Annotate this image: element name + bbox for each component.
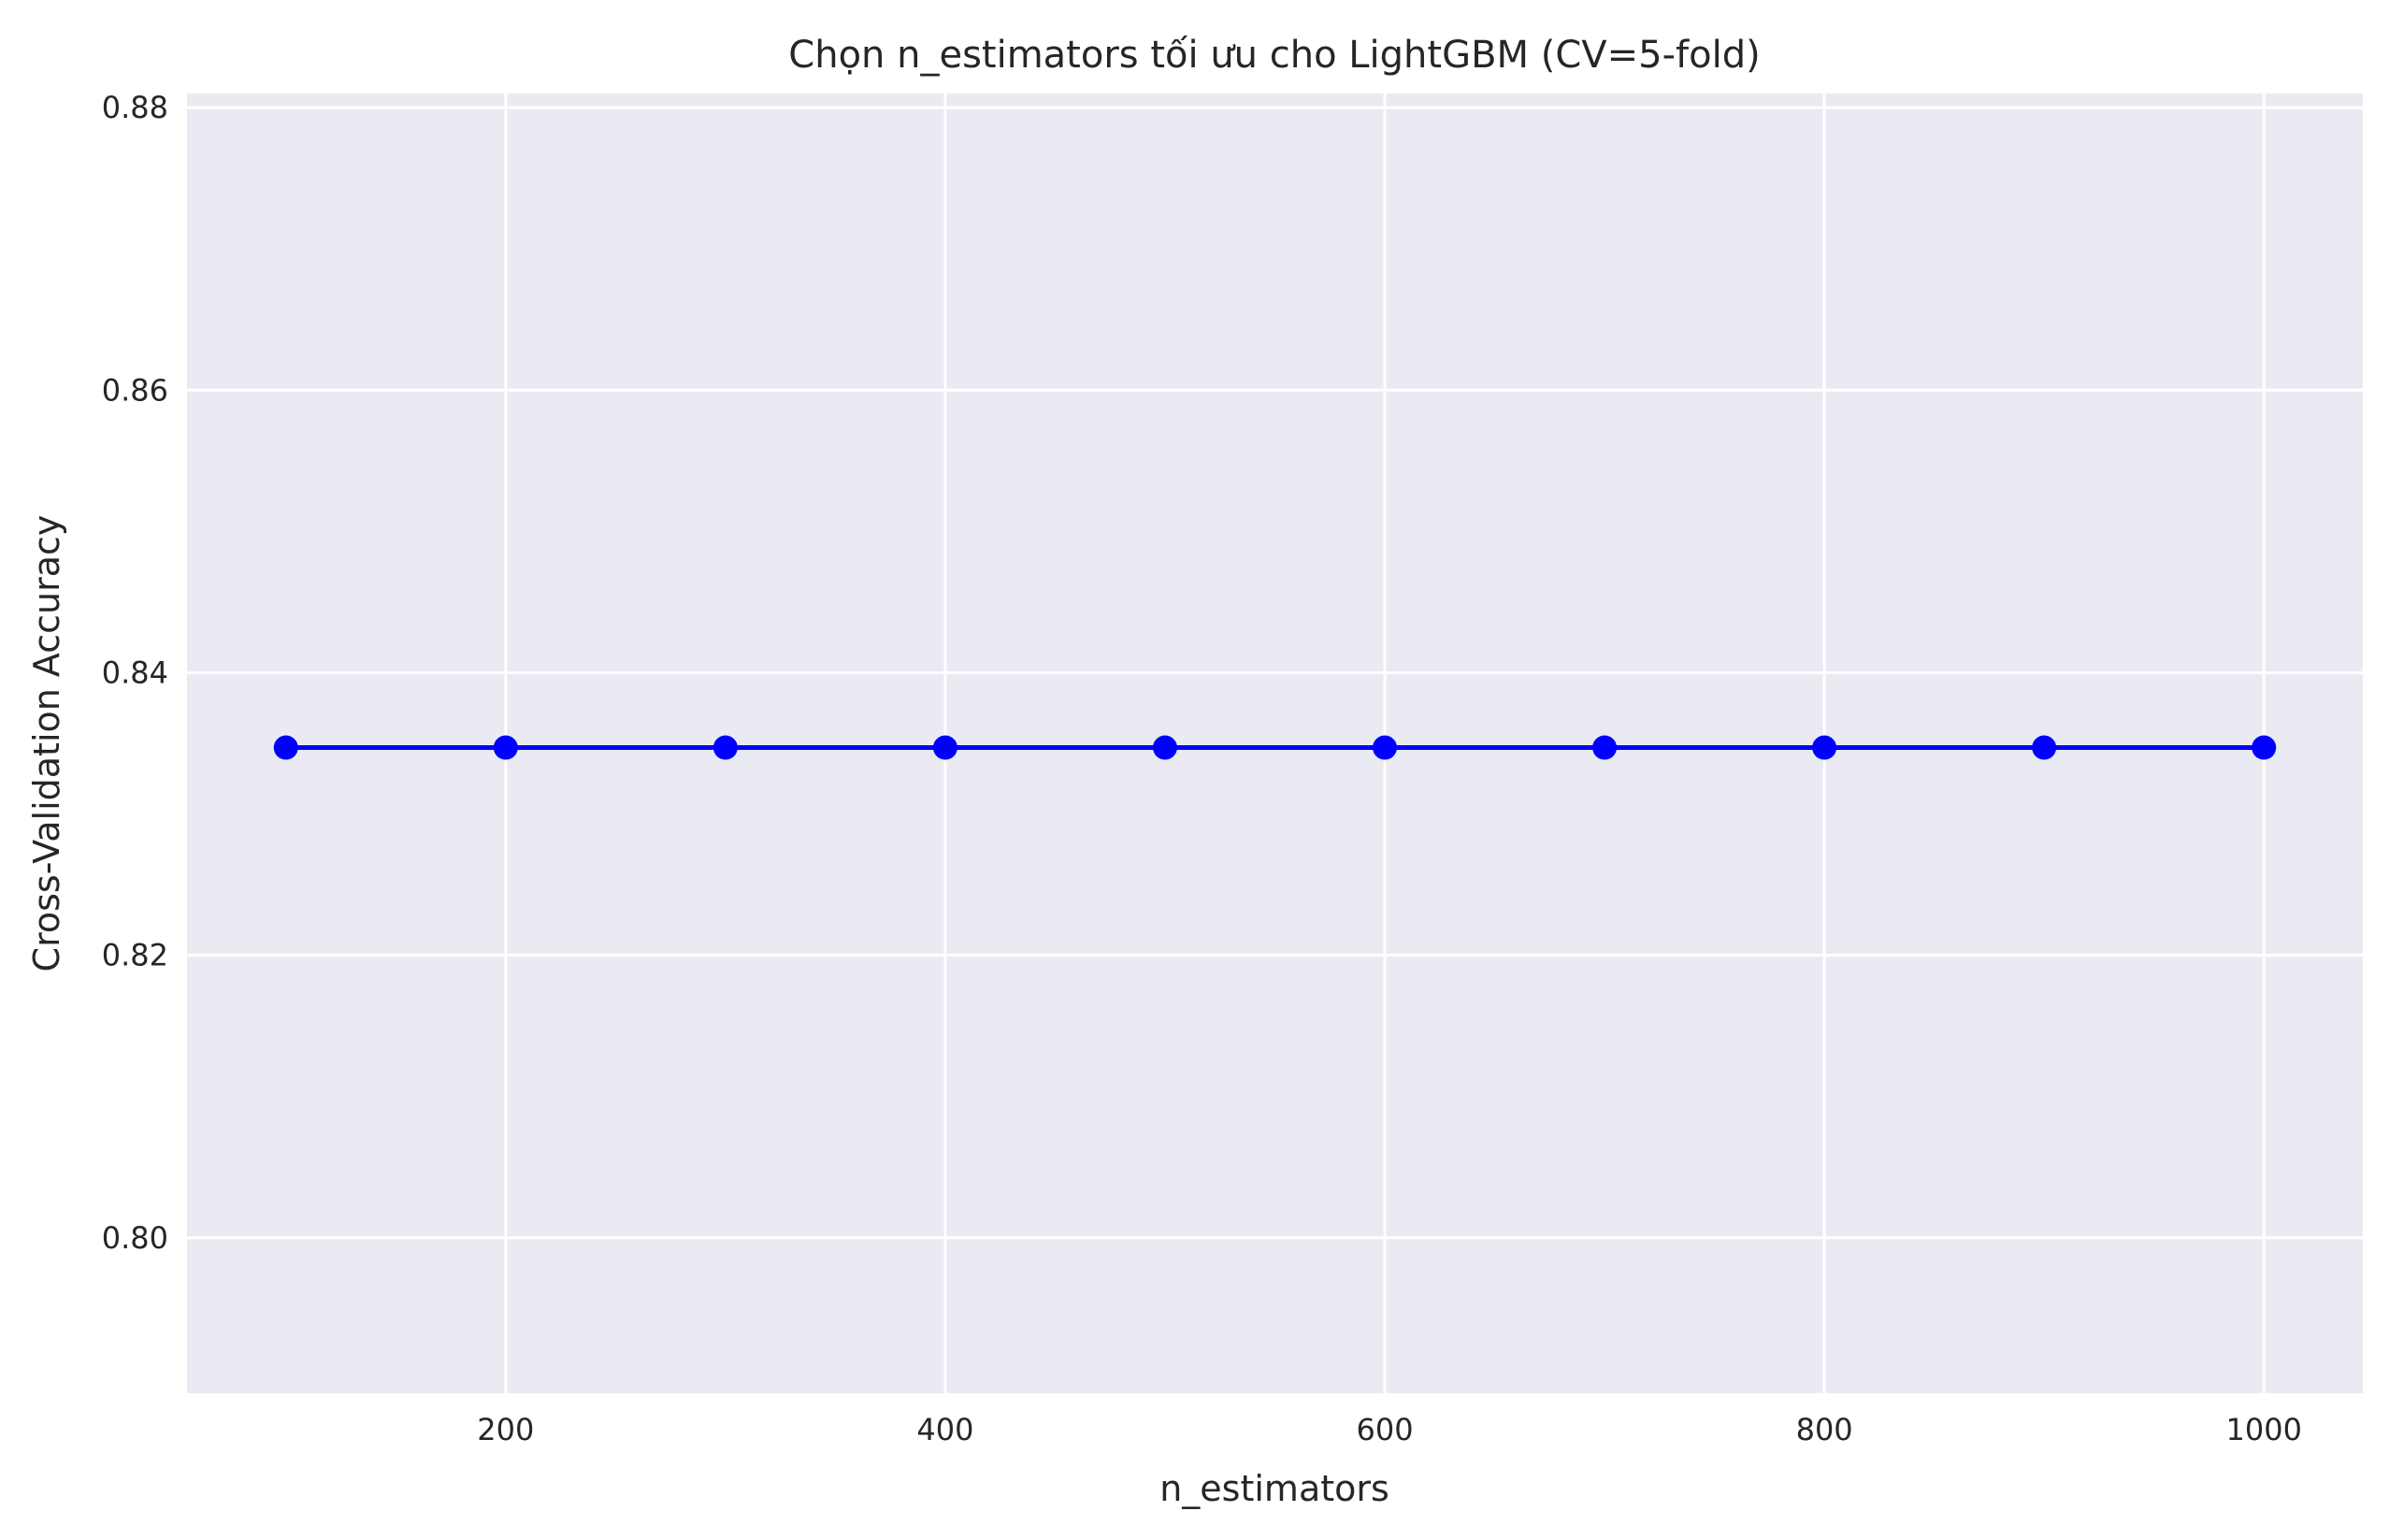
y-axis-label: Cross-Validation Accuracy: [26, 515, 67, 972]
x-tick-label: 600: [1356, 1412, 1413, 1447]
y-tick-label: 0.88: [102, 90, 168, 125]
y-tick-label: 0.82: [102, 938, 168, 973]
data-point-marker: [1152, 735, 1177, 760]
series-layer: [273, 735, 2277, 760]
data-point-marker: [1373, 735, 1398, 760]
chart-title: Chọn n_estimators tối ưu cho LightGBM (C…: [788, 34, 1760, 77]
data-point-marker: [932, 735, 957, 760]
x-axis-label: n_estimators: [1159, 1468, 1389, 1509]
data-point-marker: [1812, 735, 1837, 760]
data-point-marker: [712, 735, 738, 760]
tick-labels: 200 400 600 800 1000 0.80 0.82 0.84 0.86 0.88: [102, 90, 2302, 1447]
x-tick-label: 1000: [2226, 1412, 2302, 1447]
x-tick-label: 800: [1796, 1412, 1853, 1447]
plot-area-background: [187, 94, 2363, 1393]
data-point-marker: [273, 735, 298, 760]
data-point-marker: [1592, 735, 1618, 760]
y-tick-label: 0.80: [102, 1220, 168, 1256]
data-point-marker: [2032, 735, 2057, 760]
y-tick-label: 0.84: [102, 655, 168, 690]
x-tick-label: 200: [477, 1412, 534, 1447]
y-tick-label: 0.86: [102, 372, 168, 408]
x-tick-label: 400: [916, 1412, 973, 1447]
data-point-marker: [493, 735, 518, 760]
data-point-marker: [2252, 735, 2277, 760]
